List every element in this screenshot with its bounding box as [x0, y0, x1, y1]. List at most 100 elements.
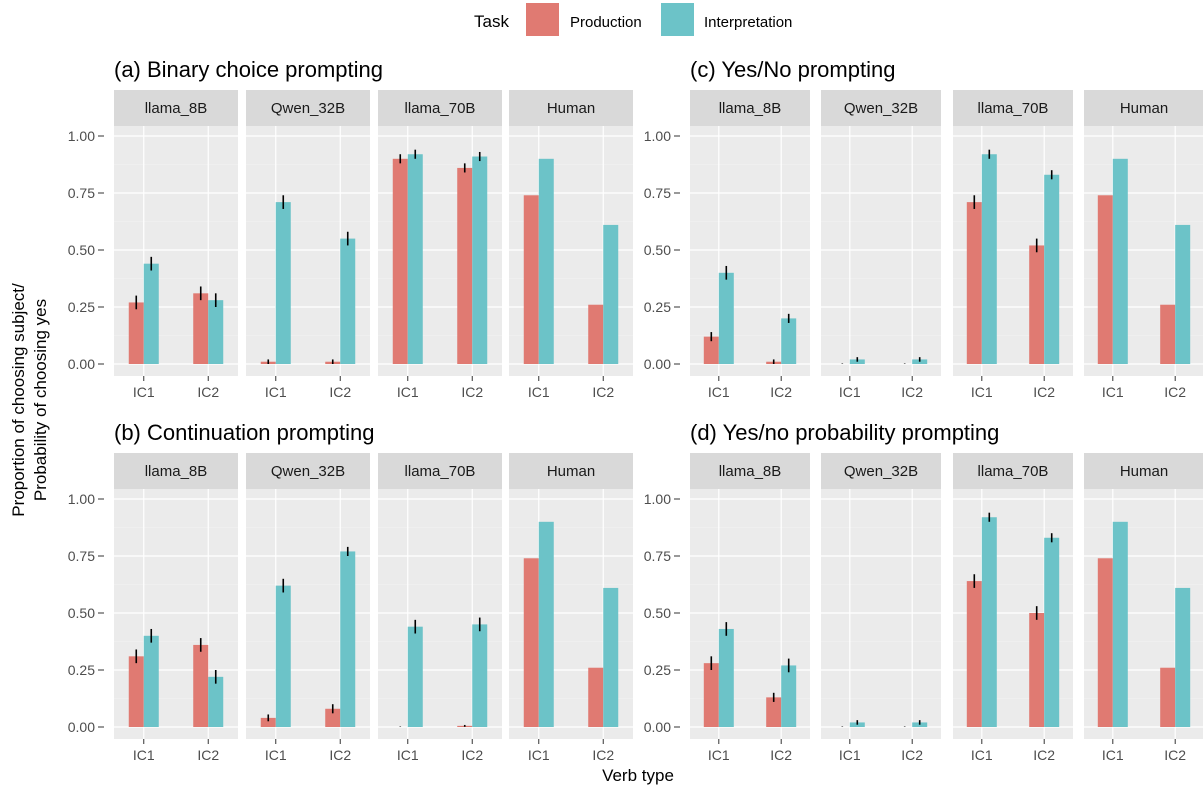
x-tick-label: IC1 — [1102, 384, 1124, 400]
bar-interpretation-ic1 — [1112, 521, 1128, 727]
x-tick-label: IC2 — [1033, 384, 1055, 400]
bar-interpretation-ic1 — [407, 154, 423, 364]
bar-production-ic1 — [128, 656, 144, 727]
facet-Qwen_32B: Qwen_32B IC1 IC2 — [821, 453, 941, 763]
legend-label-interpretation: Interpretation — [704, 14, 792, 31]
bar-interpretation-ic1 — [718, 272, 734, 364]
y-axis-label-line2: Probability of choosing yes — [31, 299, 50, 501]
facet-strip-label: llama_8B — [145, 100, 208, 117]
x-tick-label: IC2 — [1033, 747, 1055, 763]
bar-production-ic1 — [523, 558, 539, 727]
facet-strip — [509, 90, 633, 126]
bar-interpretation-ic2 — [340, 551, 356, 727]
panel-title-d: (d) Yes/no probability prompting — [690, 420, 999, 445]
bar-production-ic2 — [588, 304, 604, 364]
y-tick-label: 0.00 — [644, 356, 671, 372]
x-tick-label: IC1 — [839, 384, 861, 400]
facet-strip-label: llama_8B — [719, 100, 782, 117]
x-tick-label: IC1 — [1102, 747, 1124, 763]
legend-label-production: Production — [570, 14, 642, 31]
y-tick-label: 0.75 — [68, 548, 95, 564]
bar-interpretation-ic1 — [275, 202, 291, 364]
x-tick-label: IC2 — [329, 747, 351, 763]
facet-strip-label: llama_8B — [145, 463, 208, 480]
facet-strip-label: Human — [547, 100, 595, 117]
facet-llama_8B: llama_8B IC1 IC2 — [114, 453, 238, 763]
bar-production-ic1 — [966, 581, 982, 727]
facet-strip — [114, 90, 238, 126]
bar-interpretation-ic1 — [538, 158, 554, 364]
bar-interpretation-ic2 — [1044, 174, 1060, 364]
bar-interpretation-ic1 — [143, 263, 159, 364]
bar-production-ic2 — [766, 697, 782, 727]
bar-production-ic2 — [1160, 667, 1176, 727]
facet-llama_70B: llama_70B IC1 IC2 — [378, 90, 502, 400]
x-tick-label: IC2 — [329, 384, 351, 400]
bar-interpretation-ic2 — [1175, 224, 1191, 364]
bar-interpretation-ic2 — [208, 676, 224, 727]
facet-strip-label: Qwen_32B — [271, 463, 345, 480]
x-tick-label: IC1 — [971, 747, 993, 763]
bar-production-ic2 — [588, 667, 604, 727]
facet-strip — [953, 453, 1073, 489]
bar-interpretation-ic1 — [143, 635, 159, 727]
bar-production-ic2 — [1029, 245, 1045, 364]
bar-interpretation-ic2 — [1175, 587, 1191, 727]
panel-title-a: (a) Binary choice prompting — [114, 57, 383, 82]
bar-interpretation-ic1 — [407, 626, 423, 727]
bar-production-ic1 — [1097, 558, 1113, 727]
facet-strip — [821, 90, 941, 126]
x-tick-label: IC2 — [197, 747, 219, 763]
bar-production-ic2 — [1160, 304, 1176, 364]
bar-production-ic1 — [523, 195, 539, 364]
legend-title: Task — [474, 12, 509, 31]
facet-Qwen_32B: Qwen_32B IC1 IC2 — [246, 90, 370, 400]
bar-interpretation-ic2 — [603, 587, 619, 727]
facet-strip — [1084, 453, 1203, 489]
x-tick-label: IC2 — [901, 747, 923, 763]
y-tick-label: 1.00 — [644, 491, 671, 507]
bar-production-ic1 — [128, 302, 144, 364]
x-tick-label: IC2 — [770, 747, 792, 763]
facet-strip — [114, 453, 238, 489]
y-axis-label-line1: Proportion of choosing subject/ — [9, 283, 28, 517]
facet-Human: Human IC1 IC2 — [509, 453, 633, 763]
x-tick-label: IC2 — [592, 747, 614, 763]
facet-strip — [378, 90, 502, 126]
x-tick-label: IC2 — [901, 384, 923, 400]
x-tick-label: IC1 — [397, 384, 419, 400]
x-tick-label: IC2 — [461, 384, 483, 400]
bar-interpretation-ic2 — [472, 156, 488, 364]
facet-strip-label: Human — [547, 463, 595, 480]
y-tick-label: 1.00 — [644, 128, 671, 144]
bar-interpretation-ic1 — [1112, 158, 1128, 364]
x-tick-label: IC2 — [1164, 747, 1186, 763]
bar-interpretation-ic2 — [781, 665, 797, 727]
facet-llama_70B: llama_70B IC1 IC2 — [953, 90, 1073, 400]
y-tick-label: 0.50 — [644, 242, 671, 258]
x-tick-label: IC2 — [592, 384, 614, 400]
facet-strip — [690, 90, 810, 126]
facet-Human: Human IC1 IC2 — [1084, 90, 1203, 400]
x-tick-label: IC2 — [197, 384, 219, 400]
facet-strip-label: Qwen_32B — [271, 100, 345, 117]
y-tick-label: 0.25 — [68, 299, 95, 315]
facet-strip-label: llama_70B — [978, 463, 1049, 480]
facet-strip-label: Qwen_32B — [844, 463, 918, 480]
y-tick-label: 0.00 — [68, 719, 95, 735]
y-tick-label: 0.50 — [68, 242, 95, 258]
panel-title-c: (c) Yes/No prompting — [690, 57, 895, 82]
bar-interpretation-ic2 — [1044, 537, 1060, 727]
x-tick-label: IC2 — [770, 384, 792, 400]
panel-title-b: (b) Continuation prompting — [114, 420, 374, 445]
x-tick-label: IC1 — [133, 384, 155, 400]
facet-llama_70B: llama_70B IC1 IC2 — [378, 453, 502, 763]
facet-Human: Human IC1 IC2 — [1084, 453, 1203, 763]
y-tick-label: 0.75 — [644, 548, 671, 564]
facet-strip-label: llama_70B — [405, 100, 476, 117]
facet-strip-label: Qwen_32B — [844, 100, 918, 117]
